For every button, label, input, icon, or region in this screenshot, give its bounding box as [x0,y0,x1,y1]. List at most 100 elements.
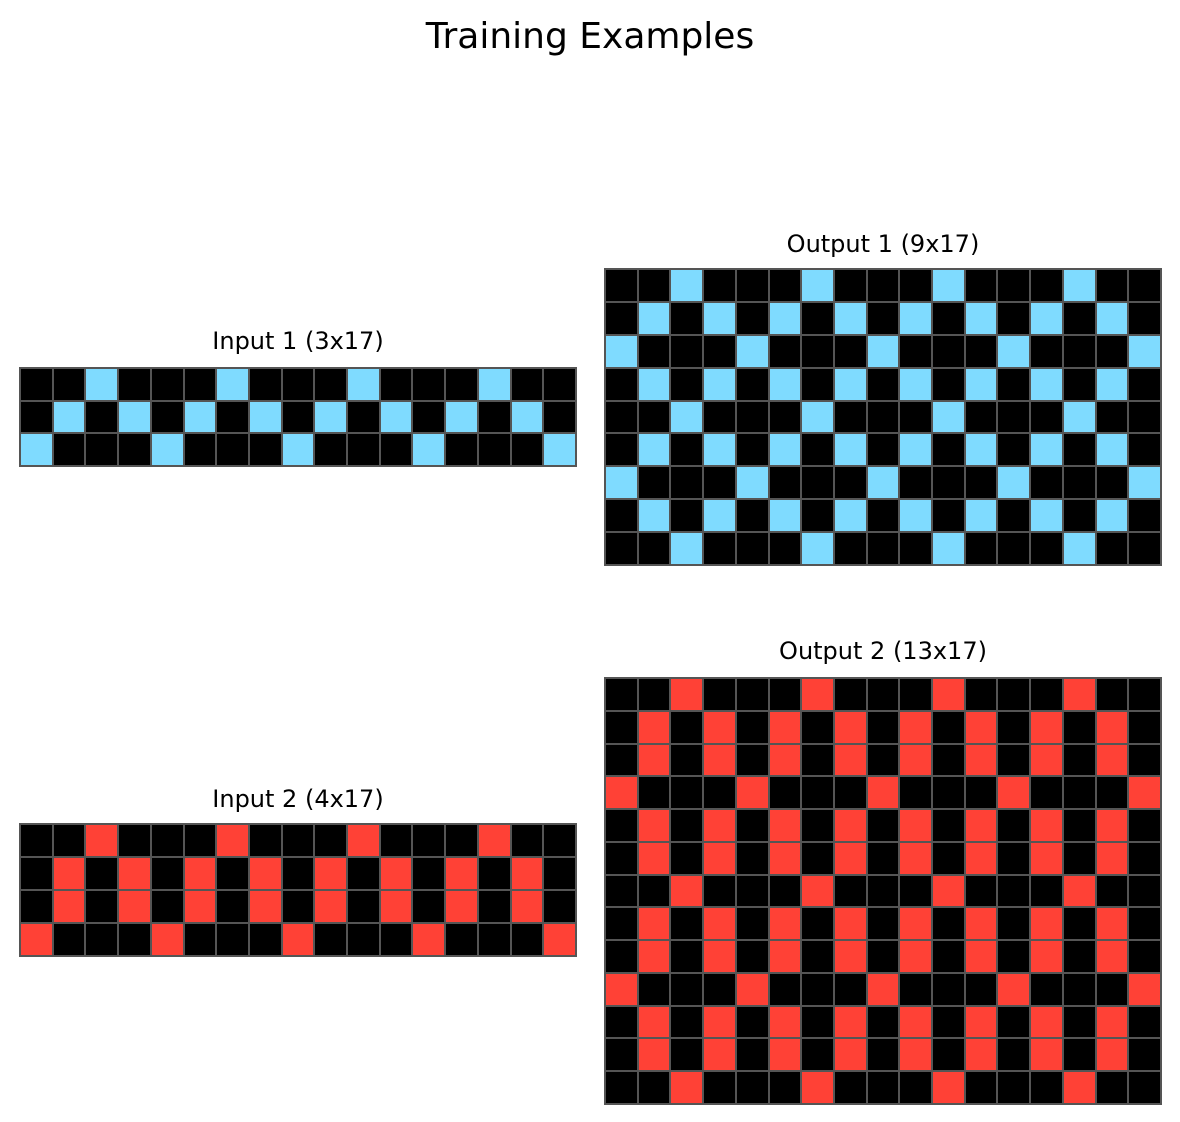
grid-cell [380,924,412,955]
grid-cell [704,875,735,907]
grid-cell [1031,467,1062,499]
grid-cell [21,401,52,433]
grid-cell [867,679,899,710]
grid-cell [1031,1039,1062,1071]
grid-cell [704,941,735,972]
grid-cell [671,941,703,972]
grid-cell [867,842,899,874]
grid-cell [478,924,510,955]
output-2-grid [604,677,1162,1105]
grid-cell [151,369,183,400]
grid-cell [933,533,964,564]
grid-cell [933,842,964,874]
grid-cell [348,858,379,889]
grid-cell [1063,434,1095,466]
grid-cell [1031,434,1062,466]
grid-cell [315,825,347,856]
grid-cell [282,924,314,955]
grid-cell [1031,533,1062,564]
grid-cell [867,401,899,433]
grid-cell [736,1039,768,1071]
grid-cell [933,973,964,1005]
grid-cell [249,434,281,465]
grid-cell [965,467,997,499]
grid-cell [965,711,997,743]
grid-cell [933,434,964,466]
grid-cell [249,891,281,922]
grid-cell [544,434,575,465]
grid-cell [1129,335,1160,367]
grid-cell [769,711,801,743]
grid-cell [900,679,932,710]
grid-cell [638,679,670,710]
grid-cell [1129,777,1160,809]
grid-cell [900,467,932,499]
grid-cell [282,369,314,400]
grid-cell [965,1072,997,1103]
grid-cell [151,825,183,856]
grid-cell [606,679,637,710]
grid-cell [151,858,183,889]
grid-cell [348,825,379,856]
grid-cell [151,891,183,922]
grid-cell [834,467,866,499]
grid-cell [53,369,85,400]
grid-cell [1096,368,1128,400]
grid-cell [998,467,1030,499]
grid-cell [965,270,997,301]
grid-cell [606,500,637,532]
grid-cell [638,1039,670,1071]
grid-cell [638,875,670,907]
grid-cell [119,825,150,856]
grid-cell [802,302,833,334]
grid-cell [119,369,150,400]
grid-cell [119,891,150,922]
grid-cell [933,467,964,499]
grid-cell [184,825,216,856]
grid-cell [151,434,183,465]
grid-cell [834,302,866,334]
grid-cell [446,858,477,889]
grid-cell [1031,679,1062,710]
grid-cell [1096,500,1128,532]
grid-cell [900,973,932,1005]
grid-cell [671,533,703,564]
grid-cell [1063,335,1095,367]
grid-cell [834,810,866,841]
grid-cell [834,908,866,940]
grid-cell [1063,875,1095,907]
grid-cell [867,500,899,532]
grid-cell [86,434,118,465]
grid-cell [867,368,899,400]
grid-cell [802,1039,833,1071]
grid-cell [478,434,510,465]
grid-cell [704,302,735,334]
grid-cell [834,335,866,367]
grid-cell [802,744,833,776]
grid-cell [867,744,899,776]
grid-cell [606,467,637,499]
grid-cell [606,270,637,301]
grid-cell [671,679,703,710]
grid-cell [478,891,510,922]
grid-cell [704,810,735,841]
grid-cell [769,533,801,564]
grid-cell [671,335,703,367]
grid-cell [802,270,833,301]
grid-cell [315,401,347,433]
grid-cell [151,401,183,433]
grid-cell [638,744,670,776]
grid-cell [998,777,1030,809]
grid-cell [1063,842,1095,874]
grid-cell [933,335,964,367]
grid-cell [671,1072,703,1103]
grid-cell [511,891,543,922]
grid-cell [446,434,477,465]
grid-cell [478,858,510,889]
grid-cell [1063,1039,1095,1071]
grid-cell [1129,711,1160,743]
grid-cell [606,1039,637,1071]
grid-cell [1063,711,1095,743]
grid-cell [704,973,735,1005]
grid-cell [998,434,1030,466]
